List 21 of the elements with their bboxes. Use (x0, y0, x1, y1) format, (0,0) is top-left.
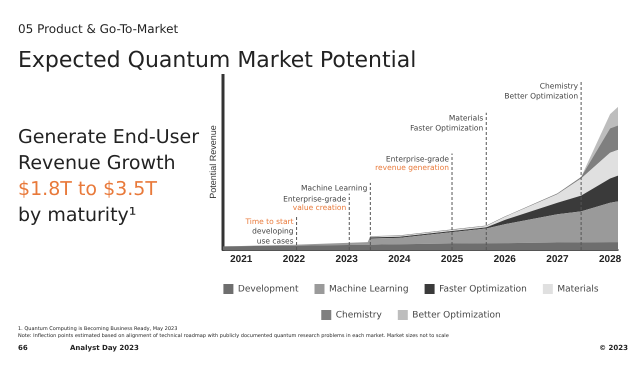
legend-label: Development (238, 284, 299, 294)
chart-title: Expected Quantum Market Potential (18, 48, 416, 73)
text: by maturity¹ (18, 204, 136, 226)
y-axis-title: Potential Revenue (208, 125, 218, 199)
text: Revenue Growth (18, 152, 176, 174)
x-tick-label: 2028 (598, 254, 622, 265)
legend-label: Chemistry (336, 310, 382, 320)
text: 05 Product & Go-To-Market (18, 22, 178, 36)
legend-label: Better Optimization (412, 310, 501, 320)
text: $1.8T to $3.5T (18, 178, 157, 200)
x-tick-label: 2021 (230, 254, 253, 265)
x-tick-label: 2025 (440, 254, 464, 265)
legend-label: Machine Learning (328, 284, 409, 294)
x-tick-label: 2027 (546, 254, 569, 265)
x-tick-label: 2023 (336, 254, 358, 265)
x-tick-label: 2024 (388, 254, 411, 265)
legend-label: Faster Optimization (439, 284, 527, 294)
x-tick-label: 2026 (494, 254, 516, 265)
text: Generate End-User (18, 126, 200, 148)
legend-label: Materials (557, 284, 599, 294)
x-tick-label: 2022 (282, 254, 306, 265)
